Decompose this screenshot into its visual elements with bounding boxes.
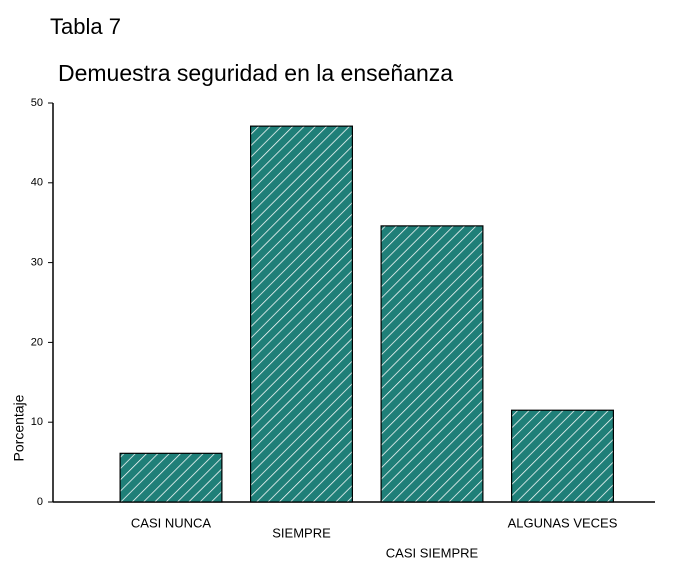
y-tick-label: 50 xyxy=(31,97,43,109)
chart-title: Tabla 7 xyxy=(50,14,121,39)
y-tick-label: 0 xyxy=(37,496,43,508)
bar xyxy=(380,225,484,503)
x-tick-label: ALGUNAS VECES xyxy=(508,515,618,530)
x-tick-label: CASI NUNCA xyxy=(131,515,212,530)
x-tick-label: SIEMPRE xyxy=(272,525,331,540)
y-tick-label: 20 xyxy=(31,336,43,348)
y-axis-label: Porcentaje xyxy=(11,394,27,461)
x-tick-label: CASI SIEMPRE xyxy=(386,545,479,560)
bar xyxy=(119,452,223,503)
y-tick-label: 10 xyxy=(31,416,43,428)
bar xyxy=(511,409,614,503)
y-tick-label: 40 xyxy=(31,177,43,189)
chart-subtitle: Demuestra seguridad en la enseñanza xyxy=(58,60,453,86)
y-tick-label: 30 xyxy=(31,257,43,269)
bar xyxy=(250,125,353,503)
